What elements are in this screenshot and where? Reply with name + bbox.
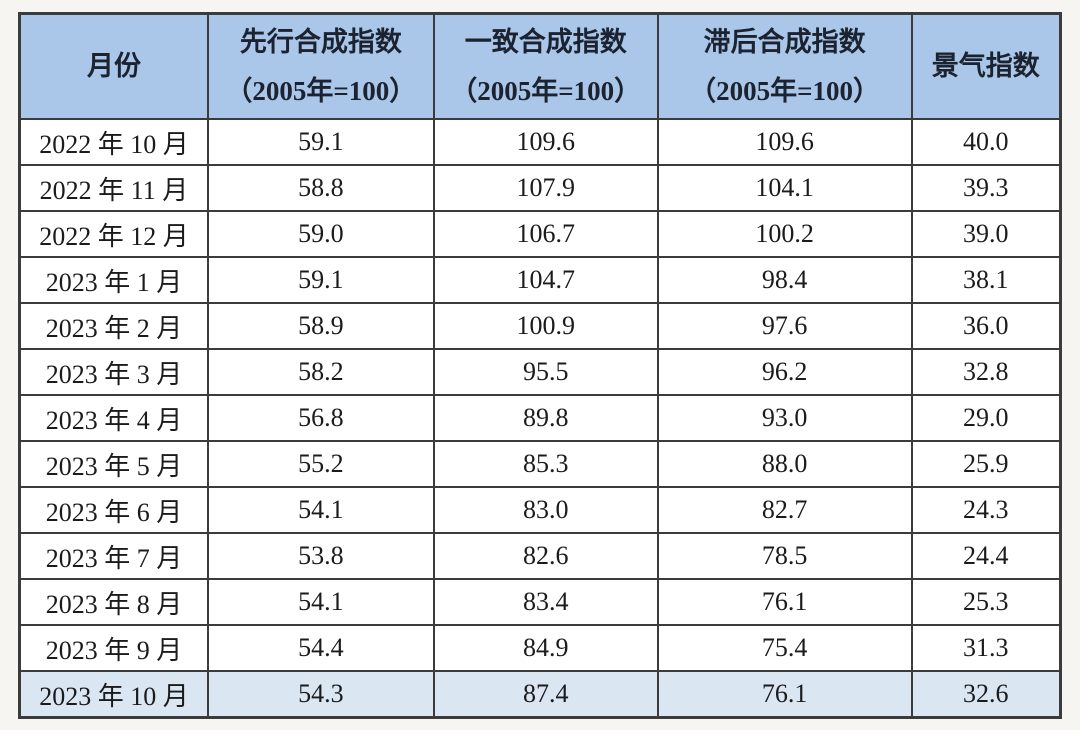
month-cell: 2023 年 7 月: [18, 532, 209, 580]
value-cell: 59.0: [206, 210, 435, 258]
month-cell: 2023 年 8 月: [18, 578, 209, 626]
value-cell: 89.8: [432, 394, 659, 442]
column-header-lagging-index-label: 滞后合成指数: [703, 27, 866, 58]
month-cell: 2023 年 10 月: [18, 670, 209, 719]
table-header: 月份 先行合成指数 （2005年=100） 一致合成指数 （2005年=100）…: [18, 12, 1062, 120]
value-cell: 54.4: [206, 624, 435, 672]
value-cell: 96.2: [656, 348, 913, 396]
value-cell: 58.2: [206, 348, 435, 396]
column-header-month: 月份: [18, 12, 209, 120]
value-cell: 109.6: [656, 118, 913, 166]
value-cell: 59.1: [206, 118, 435, 166]
month-cell: 2023 年 6 月: [18, 486, 209, 534]
value-cell: 58.9: [206, 302, 435, 350]
value-cell: 24.4: [910, 532, 1062, 580]
value-cell: 39.3: [910, 164, 1062, 212]
value-cell: 98.4: [656, 256, 913, 304]
value-cell: 38.1: [910, 256, 1062, 304]
column-header-month-label: 月份: [86, 51, 141, 82]
table-row: 2023 年 8 月 54.1 83.4 76.1 25.3: [18, 578, 1062, 626]
table-row: 2023 年 5 月 55.2 85.3 88.0 25.9: [18, 440, 1062, 488]
value-cell: 36.0: [910, 302, 1062, 350]
value-cell: 93.0: [656, 394, 913, 442]
value-cell: 39.0: [910, 210, 1062, 258]
value-cell: 87.4: [432, 670, 659, 719]
column-header-prosperity-index-label: 景气指数: [931, 51, 1040, 82]
table-body: 2022 年 10 月 59.1 109.6 109.6 40.0 2022 年 11 月…: [18, 118, 1062, 719]
value-cell: 109.6: [432, 118, 659, 166]
value-cell: 56.8: [206, 394, 435, 442]
value-cell: 54.3: [206, 670, 435, 719]
column-header-coincident-index: 一致合成指数 （2005年=100）: [432, 12, 659, 120]
table-row: 2022 年 12 月 59.0 106.7 100.2 39.0: [18, 210, 1062, 258]
table-row: 2023 年 9 月 54.4 84.9 75.4 31.3: [18, 624, 1062, 672]
column-header-coincident-index-label: 一致合成指数: [464, 27, 627, 58]
month-cell: 2023 年 2 月: [18, 302, 209, 350]
table-row: 2023 年 6 月 54.1 83.0 82.7 24.3: [18, 486, 1062, 534]
value-cell: 85.3: [432, 440, 659, 488]
month-cell: 2022 年 10 月: [18, 118, 209, 166]
value-cell: 82.6: [432, 532, 659, 580]
value-cell: 82.7: [656, 486, 913, 534]
table-row: 2023 年 1 月 59.1 104.7 98.4 38.1: [18, 256, 1062, 304]
value-cell: 76.1: [656, 578, 913, 626]
month-cell: 2022 年 11 月: [18, 164, 209, 212]
value-cell: 25.3: [910, 578, 1062, 626]
value-cell: 84.9: [432, 624, 659, 672]
value-cell: 97.6: [656, 302, 913, 350]
column-header-lagging-index: 滞后合成指数 （2005年=100）: [656, 12, 913, 120]
column-header-prosperity-index: 景气指数: [910, 12, 1062, 120]
column-header-coincident-index-sub: （2005年=100）: [450, 75, 642, 106]
table-row: 2022 年 11 月 58.8 107.9 104.1 39.3: [18, 164, 1062, 212]
table-row: 2022 年 10 月 59.1 109.6 109.6 40.0: [18, 118, 1062, 166]
month-cell: 2023 年 9 月: [18, 624, 209, 672]
value-cell: 83.0: [432, 486, 659, 534]
value-cell: 104.1: [656, 164, 913, 212]
value-cell: 55.2: [206, 440, 435, 488]
value-cell: 32.8: [910, 348, 1062, 396]
value-cell: 100.9: [432, 302, 659, 350]
value-cell: 54.1: [206, 578, 435, 626]
table-row: 2023 年 2 月 58.9 100.9 97.6 36.0: [18, 302, 1062, 350]
month-cell: 2023 年 1 月: [18, 256, 209, 304]
climate-index-table-container: 月份 先行合成指数 （2005年=100） 一致合成指数 （2005年=100）…: [18, 12, 1062, 719]
value-cell: 59.1: [206, 256, 435, 304]
value-cell: 40.0: [910, 118, 1062, 166]
value-cell: 106.7: [432, 210, 659, 258]
value-cell: 53.8: [206, 532, 435, 580]
column-header-leading-index-label: 先行合成指数: [239, 27, 402, 58]
value-cell: 88.0: [656, 440, 913, 488]
value-cell: 95.5: [432, 348, 659, 396]
month-cell: 2023 年 4 月: [18, 394, 209, 442]
value-cell: 29.0: [910, 394, 1062, 442]
value-cell: 107.9: [432, 164, 659, 212]
value-cell: 76.1: [656, 670, 913, 719]
value-cell: 25.9: [910, 440, 1062, 488]
value-cell: 24.3: [910, 486, 1062, 534]
value-cell: 104.7: [432, 256, 659, 304]
column-header-lagging-index-sub: （2005年=100）: [689, 75, 881, 106]
table-row: 2023 年 10 月 54.3 87.4 76.1 32.6: [18, 670, 1062, 719]
column-header-leading-index: 先行合成指数 （2005年=100）: [206, 12, 435, 120]
value-cell: 78.5: [656, 532, 913, 580]
value-cell: 100.2: [656, 210, 913, 258]
table-row: 2023 年 4 月 56.8 89.8 93.0 29.0: [18, 394, 1062, 442]
value-cell: 54.1: [206, 486, 435, 534]
month-cell: 2023 年 5 月: [18, 440, 209, 488]
month-cell: 2022 年 12 月: [18, 210, 209, 258]
value-cell: 83.4: [432, 578, 659, 626]
header-row: 月份 先行合成指数 （2005年=100） 一致合成指数 （2005年=100）…: [18, 12, 1062, 120]
value-cell: 31.3: [910, 624, 1062, 672]
table-row: 2023 年 3 月 58.2 95.5 96.2 32.8: [18, 348, 1062, 396]
climate-index-table: 月份 先行合成指数 （2005年=100） 一致合成指数 （2005年=100）…: [18, 12, 1062, 719]
value-cell: 58.8: [206, 164, 435, 212]
column-header-leading-index-sub: （2005年=100）: [225, 75, 417, 106]
value-cell: 75.4: [656, 624, 913, 672]
value-cell: 32.6: [910, 670, 1062, 719]
table-row: 2023 年 7 月 53.8 82.6 78.5 24.4: [18, 532, 1062, 580]
month-cell: 2023 年 3 月: [18, 348, 209, 396]
